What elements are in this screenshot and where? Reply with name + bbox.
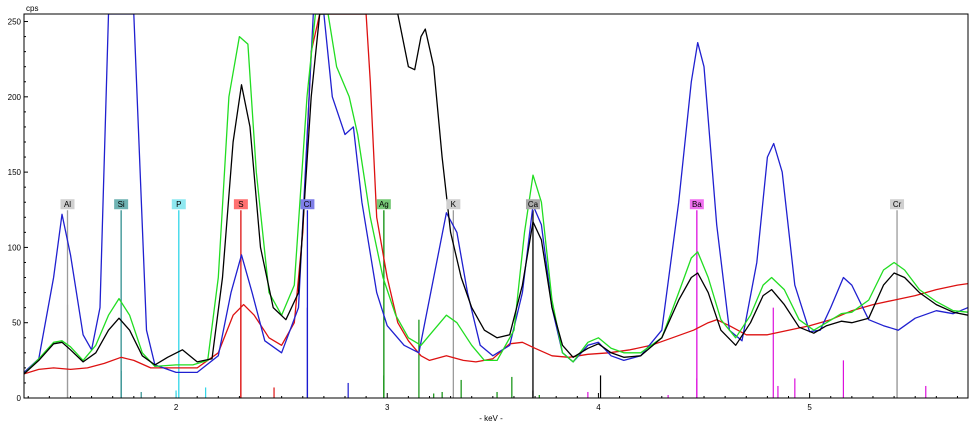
x-tick-label: 3	[385, 403, 390, 412]
series-line-green	[24, 14, 968, 375]
series-line-blue	[24, 14, 968, 374]
element-label-si: Si	[118, 200, 125, 209]
element-label-ba: Ba	[692, 200, 702, 209]
series-line-black	[24, 14, 968, 375]
element-label-box-al	[60, 199, 75, 210]
element-label-box-ca	[525, 199, 540, 210]
element-label-cr: Cr	[893, 200, 902, 209]
y-tick-label: 50	[12, 319, 21, 328]
spectrum-series	[24, 14, 968, 375]
y-tick-label: 150	[8, 168, 22, 177]
y-axis-unit-label: cps	[26, 4, 38, 13]
element-label-box-si	[114, 199, 129, 210]
x-axis-unit-label: - keV -	[479, 414, 503, 423]
element-label-box-ba	[689, 199, 704, 210]
y-tick-label: 0	[17, 394, 22, 403]
element-marker-labels: Al Si P S Cl Ag K Ca Ba Cr	[60, 199, 905, 210]
y-tick-label: 200	[8, 93, 22, 102]
element-label-cl: Cl	[304, 200, 312, 209]
x-tick-label: 5	[807, 403, 812, 412]
y-tick-label: 100	[8, 243, 22, 252]
element-label-box-ag	[376, 199, 391, 210]
element-label-box-s	[233, 199, 248, 210]
element-label-box-k	[446, 199, 461, 210]
x-tick-label: 2	[174, 403, 179, 412]
element-label-ca: Ca	[528, 200, 539, 209]
element-label-s: S	[238, 200, 243, 209]
element-label-p: P	[176, 200, 181, 209]
y-tick-label: 250	[8, 18, 22, 27]
x-tick-label: 4	[596, 403, 601, 412]
plot-background	[24, 14, 968, 398]
element-label-box-p	[171, 199, 186, 210]
plot-frame	[23, 13, 969, 399]
element-label-ag: Ag	[379, 200, 389, 209]
element-label-k: K	[451, 200, 457, 209]
element-label-box-cr	[890, 199, 905, 210]
series-line-red	[24, 14, 968, 375]
element-label-box-cl	[300, 199, 315, 210]
element-label-al: Al	[64, 200, 71, 209]
